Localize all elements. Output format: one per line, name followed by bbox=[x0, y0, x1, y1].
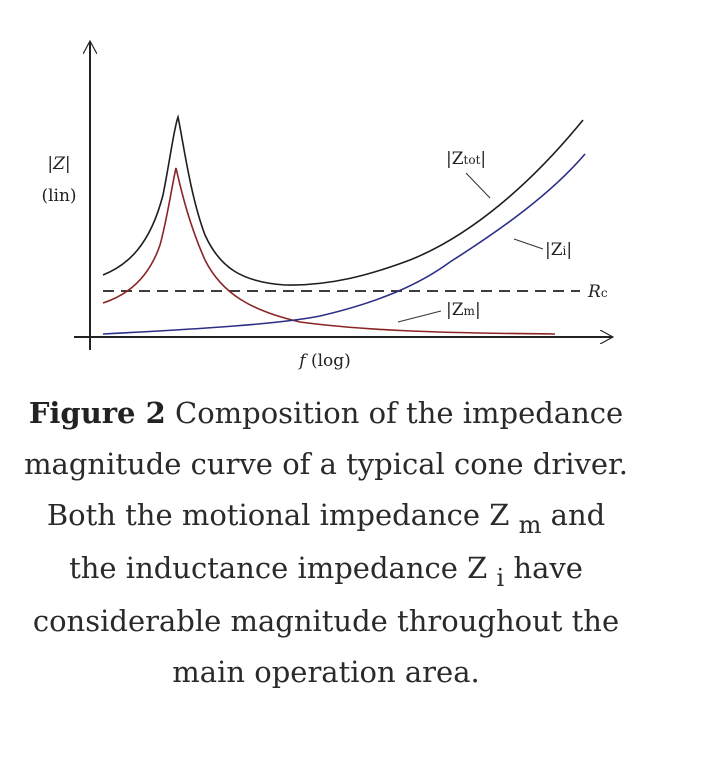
ztot-curve bbox=[102, 114, 584, 286]
ztot-label: |Ztot| bbox=[446, 149, 486, 169]
ztot-leader bbox=[465, 172, 491, 199]
zm-leader bbox=[397, 310, 442, 323]
y-axis-label-unit: (lin) bbox=[41, 186, 76, 206]
y-axis-label-var: |Z| bbox=[47, 154, 70, 174]
caption-text-part3: have considerable magnitude throughout t… bbox=[32, 551, 620, 689]
caption-subscript-i: i bbox=[496, 564, 505, 592]
zm-label: |Zm| bbox=[446, 300, 481, 320]
figure-caption: Figure 2 Composition of the impedance ma… bbox=[20, 388, 632, 698]
zi-label: |Zi| bbox=[545, 240, 572, 260]
x-axis-label: f (log) bbox=[297, 351, 351, 371]
caption-subscript-m: m bbox=[518, 511, 542, 539]
caption-text-part1: Composition of the impedance magnitude c… bbox=[24, 396, 628, 532]
zi-leader bbox=[513, 238, 544, 250]
caption-figure-label: Figure 2 bbox=[28, 396, 166, 430]
impedance-diagram: |Z| (lin) f (log) |Ztot| |Zi| |Zm| Rc bbox=[41, 0, 719, 371]
rc-label: Rc bbox=[587, 282, 608, 302]
zm-curve bbox=[102, 167, 556, 335]
zi-curve bbox=[102, 153, 586, 335]
caption-text-part2: and the inductance impedance Z bbox=[69, 498, 606, 585]
